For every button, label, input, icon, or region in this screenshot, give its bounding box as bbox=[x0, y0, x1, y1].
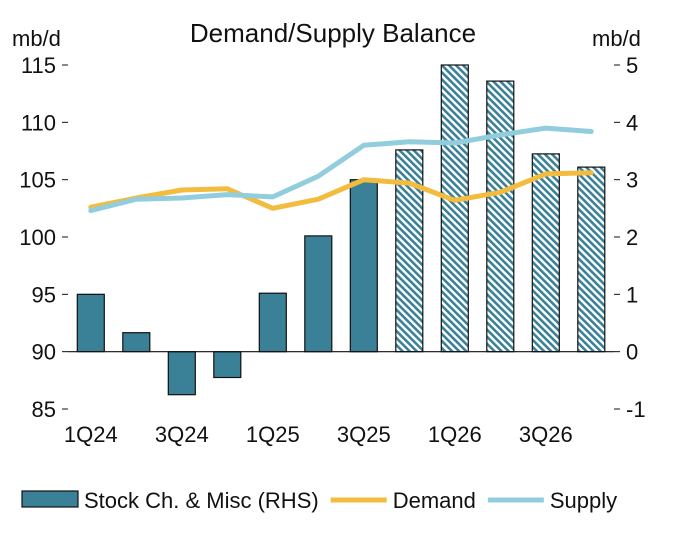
left-tick-label: 105 bbox=[19, 168, 56, 193]
bar-series bbox=[76, 64, 606, 396]
bar-2Q24 bbox=[122, 332, 151, 353]
x-tick-label: 3Q26 bbox=[519, 422, 573, 447]
right-tick-label: 0 bbox=[626, 340, 638, 365]
left-tick-label: 85 bbox=[32, 397, 56, 422]
bar-4Q26 bbox=[577, 166, 606, 353]
right-tick-label: -1 bbox=[626, 397, 646, 422]
bar-1Q24 bbox=[76, 293, 105, 353]
right-tick-label: 4 bbox=[626, 110, 638, 135]
left-tick-label: 90 bbox=[32, 340, 56, 365]
line-series bbox=[88, 125, 594, 214]
bar-3Q24 bbox=[167, 351, 196, 396]
chart-title: Demand/Supply Balance bbox=[190, 18, 476, 48]
bar-2Q26 bbox=[486, 80, 515, 353]
bar-3Q26 bbox=[531, 153, 560, 353]
right-tick-label: 3 bbox=[626, 168, 638, 193]
left-tick-label: 110 bbox=[21, 110, 56, 135]
supply-line bbox=[88, 125, 594, 214]
left-tick-label: 100 bbox=[19, 225, 56, 250]
legend: Stock Ch. & Misc (RHS) Demand Supply bbox=[21, 488, 617, 513]
bar-4Q24 bbox=[213, 351, 242, 379]
bar-1Q26 bbox=[440, 64, 469, 353]
x-tick-label: 1Q24 bbox=[64, 422, 118, 447]
right-tick-label: 2 bbox=[626, 225, 638, 250]
bar-3Q25 bbox=[349, 179, 378, 353]
x-tick-label: 3Q24 bbox=[155, 422, 209, 447]
legend-label: Demand bbox=[393, 488, 476, 513]
x-tick-label: 1Q25 bbox=[246, 422, 300, 447]
legend-label: Supply bbox=[550, 488, 617, 513]
bar-2Q25 bbox=[304, 235, 333, 353]
x-tick-label: 1Q26 bbox=[428, 422, 482, 447]
right-tick-label: 1 bbox=[626, 282, 638, 307]
left-tick-label: 115 bbox=[21, 53, 56, 78]
bar-1Q25 bbox=[258, 292, 287, 353]
demand-line bbox=[88, 170, 594, 211]
legend-swatch-bar bbox=[21, 490, 79, 508]
left-axis-unit: mb/d bbox=[12, 26, 61, 51]
legend-label: Stock Ch. & Misc (RHS) bbox=[84, 488, 319, 513]
axes: 85 90 95 100 105 110 115 -1 0 1 2 3 4 5 1Q24 3Q24 1Q25 3Q… bbox=[19, 53, 645, 447]
right-tick-label: 5 bbox=[626, 53, 638, 78]
right-axis-unit: mb/d bbox=[592, 26, 641, 51]
left-tick-label: 95 bbox=[32, 282, 56, 307]
x-tick-label: 3Q25 bbox=[337, 422, 391, 447]
